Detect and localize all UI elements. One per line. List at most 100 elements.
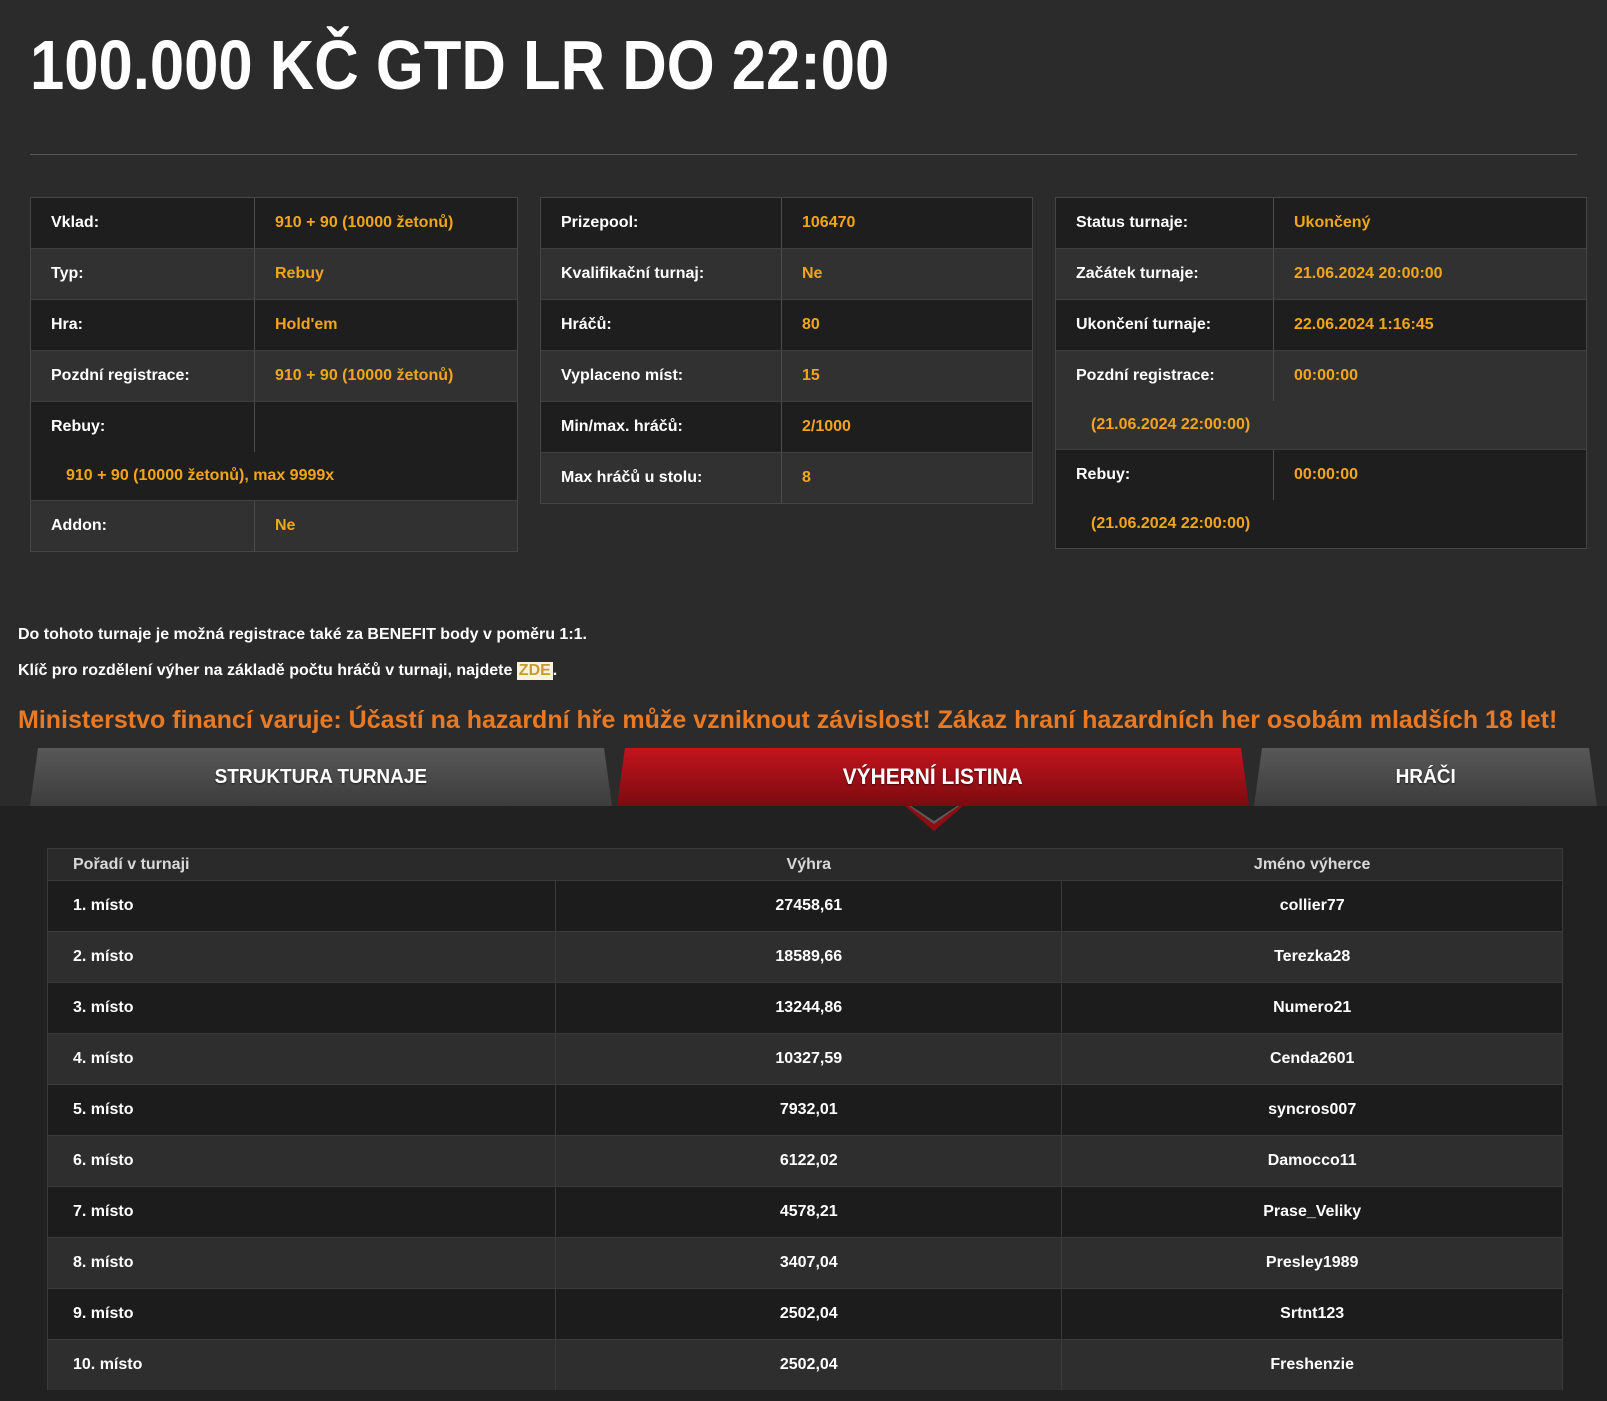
- info-row-kvalifikacni: Kvalifikační turnaj: Ne: [541, 248, 1032, 299]
- info-value: 2/1000: [781, 402, 1032, 452]
- info-label: Pozdní registrace:: [51, 367, 190, 384]
- info-value: [254, 402, 517, 452]
- tab-struktura-turnaje[interactable]: STRUKTURA TURNAJE: [30, 748, 612, 806]
- winner-cell: Numero21: [1273, 999, 1352, 1016]
- tab-hraci[interactable]: HRÁČI: [1254, 748, 1597, 806]
- info-value: 15: [781, 351, 1032, 401]
- info-row-minmax: Min/max. hráčů: 2/1000: [541, 401, 1032, 452]
- info-value: 00:00:00: [1273, 450, 1586, 500]
- prize-cell: 18589,66: [555, 932, 1063, 982]
- results-table: Pořadí v turnaji Výhra Jméno výherce 1. …: [47, 848, 1563, 1390]
- place-cell: 9. místo: [73, 1305, 134, 1322]
- table-row: 8. místo 3407,04 Presley1989: [48, 1237, 1562, 1288]
- tab-bar: STRUKTURA TURNAJE VÝHERNÍ LISTINA HRÁČI: [30, 748, 1597, 831]
- winner-cell: syncros007: [1268, 1101, 1357, 1118]
- place-cell: 7. místo: [73, 1203, 134, 1220]
- info-value: 8: [781, 453, 1032, 503]
- prize-cell: 3407,04: [555, 1238, 1063, 1288]
- winner-cell: collier77: [1279, 897, 1345, 914]
- prize-cell: 13244,86: [555, 983, 1063, 1033]
- info-row-vklad: Vklad: 910 + 90 (10000 žetonů): [31, 198, 517, 248]
- info-label: Typ:: [51, 265, 84, 282]
- info-table-players: Prizepool: 106470 Kvalifikační turnaj: N…: [540, 197, 1033, 504]
- info-value: Ukončený: [1273, 198, 1586, 248]
- info-label: Vyplaceno míst:: [561, 367, 684, 384]
- prize-cell: 27458,61: [555, 881, 1063, 931]
- table-row: 5. místo 7932,01 syncros007: [48, 1084, 1562, 1135]
- table-row: 2. místo 18589,66 Terezka28: [48, 931, 1562, 982]
- info-subline: (21.06.2024 22:00:00): [1091, 416, 1251, 433]
- info-table-status: Status turnaje: Ukončený Začátek turnaje…: [1055, 197, 1587, 549]
- benefit-note: Do tohoto turnaje je možná registrace ta…: [18, 626, 587, 643]
- info-subline: 910 + 90 (10000 žetonů), max 9999x: [66, 467, 335, 484]
- info-value: 00:00:00: [1273, 351, 1586, 401]
- zde-link[interactable]: ZDE: [516, 662, 553, 680]
- info-row-rebuy: Rebuy: 910 + 90 (10000 žetonů), max 9999…: [31, 401, 517, 500]
- info-label: Vklad:: [51, 214, 100, 231]
- gambling-warning: Ministerstvo financí varuje: Účastí na h…: [18, 706, 1558, 734]
- prize-cell: 10327,59: [555, 1034, 1063, 1084]
- info-value: Ne: [254, 501, 517, 551]
- active-tab-pointer-notch: [911, 806, 957, 821]
- winner-cell: Presley1989: [1265, 1254, 1359, 1271]
- winner-cell: Terezka28: [1274, 948, 1351, 965]
- table-row: 6. místo 6122,02 Damocco11: [48, 1135, 1562, 1186]
- prize-cell: 2502,04: [555, 1289, 1063, 1339]
- winner-cell: Srtnt123: [1280, 1305, 1345, 1322]
- table-row: 9. místo 2502,04 Srtnt123: [48, 1288, 1562, 1339]
- winner-cell: Cenda2601: [1269, 1050, 1355, 1067]
- payout-key-note: Klíč pro rozdělení výher na základě počt…: [18, 662, 557, 680]
- info-value: 106470: [781, 198, 1032, 248]
- info-value: Ne: [781, 249, 1032, 299]
- info-value: Hold'em: [254, 300, 517, 350]
- tab-vyherni-listina[interactable]: VÝHERNÍ LISTINA: [617, 748, 1249, 806]
- tab-label: VÝHERNÍ LISTINA: [843, 764, 1023, 789]
- prize-cell: 6122,02: [555, 1136, 1063, 1186]
- place-cell: 6. místo: [73, 1152, 134, 1169]
- info-label: Status turnaje:: [1076, 214, 1189, 231]
- info-row-ukonceni: Ukončení turnaje: 22.06.2024 1:16:45: [1056, 299, 1586, 350]
- table-row: 1. místo 27458,61 collier77: [48, 880, 1562, 931]
- results-header: Pořadí v turnaji Výhra Jméno výherce: [48, 849, 1562, 880]
- info-row-hra: Hra: Hold'em: [31, 299, 517, 350]
- winner-cell: Damocco11: [1267, 1152, 1357, 1169]
- info-row-typ: Typ: Rebuy: [31, 248, 517, 299]
- prize-cell: 4578,21: [555, 1187, 1063, 1237]
- column-header-winner: Jméno výherce: [1253, 855, 1371, 873]
- prize-cell: 7932,01: [555, 1085, 1063, 1135]
- winner-cell: Freshenzie: [1270, 1356, 1354, 1373]
- info-row-vyplaceno: Vyplaceno míst: 15: [541, 350, 1032, 401]
- info-row-addon: Addon: Ne: [31, 500, 517, 551]
- table-row: 10. místo 2502,04 Freshenzie: [48, 1339, 1562, 1390]
- info-row-hracu: Hráčů: 80: [541, 299, 1032, 350]
- info-label: Rebuy:: [51, 418, 106, 435]
- info-value: Rebuy: [254, 249, 517, 299]
- info-row-rebuy-cas: Rebuy: 00:00:00 (21.06.2024 22:00:00): [1056, 449, 1586, 548]
- info-subline: (21.06.2024 22:00:00): [1091, 515, 1251, 532]
- tab-label: HRÁČI: [1395, 765, 1456, 788]
- info-label: Začátek turnaje:: [1076, 265, 1199, 282]
- tab-label: STRUKTURA TURNAJE: [214, 765, 428, 788]
- info-label: Rebuy:: [1076, 466, 1131, 483]
- info-row-max-u-stolu: Max hráčů u stolu: 8: [541, 452, 1032, 503]
- column-header-prize: Výhra: [786, 855, 832, 873]
- place-cell: 8. místo: [73, 1254, 134, 1271]
- place-cell: 1. místo: [73, 897, 134, 914]
- table-row: 3. místo 13244,86 Numero21: [48, 982, 1562, 1033]
- info-label: Ukončení turnaje:: [1076, 316, 1212, 333]
- info-row-prizepool: Prizepool: 106470: [541, 198, 1032, 248]
- info-row-pozdni-registrace-cas: Pozdní registrace: 00:00:00 (21.06.2024 …: [1056, 350, 1586, 449]
- info-value: 22.06.2024 1:16:45: [1273, 300, 1586, 350]
- info-label: Kvalifikační turnaj:: [561, 265, 705, 282]
- place-cell: 3. místo: [73, 999, 134, 1016]
- column-header-place: Pořadí v turnaji: [73, 855, 190, 873]
- place-cell: 5. místo: [73, 1101, 134, 1118]
- info-value: 80: [781, 300, 1032, 350]
- info-row-status: Status turnaje: Ukončený: [1056, 198, 1586, 248]
- place-cell: 4. místo: [73, 1050, 134, 1067]
- info-value: 910 + 90 (10000 žetonů): [254, 351, 517, 401]
- info-label: Hráčů:: [561, 316, 612, 333]
- info-value: 910 + 90 (10000 žetonů): [254, 198, 517, 248]
- info-row-pozdni-registrace: Pozdní registrace: 910 + 90 (10000 žeton…: [31, 350, 517, 401]
- info-value: 21.06.2024 20:00:00: [1273, 249, 1586, 299]
